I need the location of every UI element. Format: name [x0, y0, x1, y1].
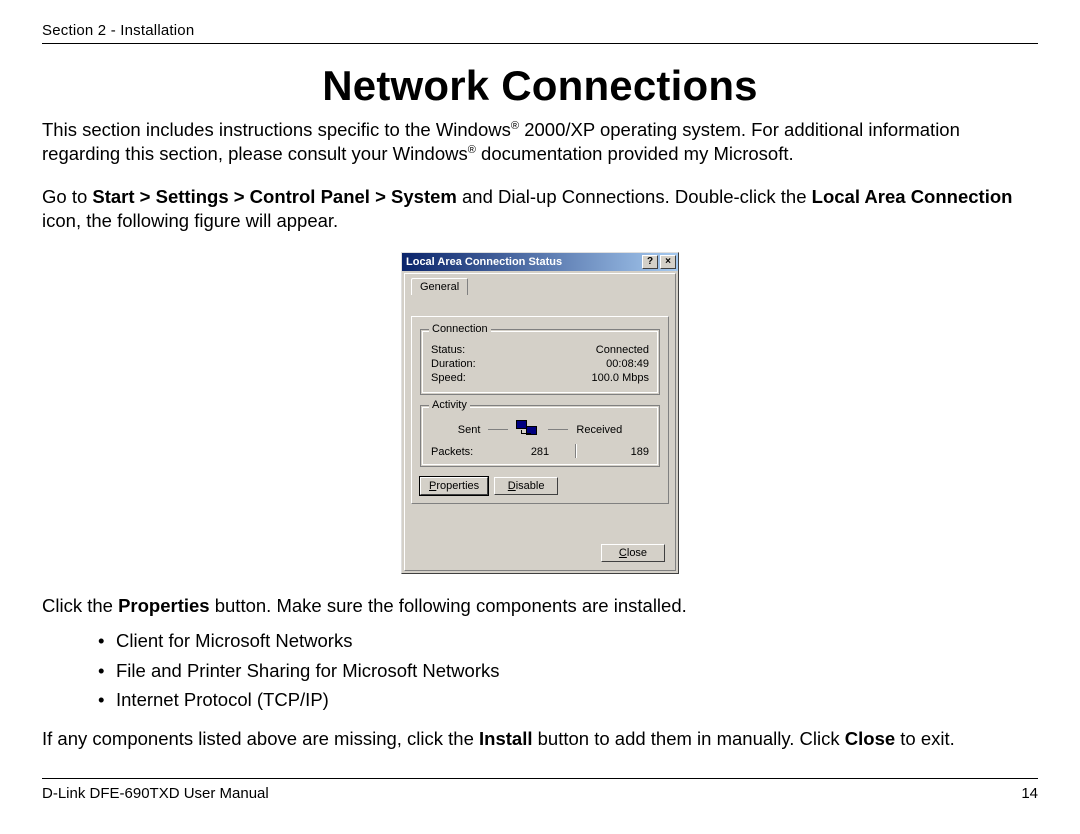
nav-path: Start > Settings > Control Panel > Syste… — [92, 186, 456, 207]
packets-row: Packets: 281 189 — [431, 446, 649, 458]
activity-group-label: Activity — [429, 399, 470, 411]
list-item: File and Printer Sharing for Microsoft N… — [116, 656, 1038, 686]
list-item: Internet Protocol (TCP/IP) — [116, 685, 1038, 715]
page-footer: D-Link DFE-690TXD User Manual 14 — [42, 778, 1038, 802]
close-button-rest: lose — [627, 547, 647, 559]
tab-general[interactable]: General — [411, 278, 468, 295]
registered-symbol: ® — [468, 144, 476, 156]
status-label: Status: — [431, 344, 465, 356]
packets-sent: 281 — [504, 446, 577, 458]
close-x-button[interactable]: × — [660, 255, 676, 269]
tab-panel-general: Connection Status: Connected Duration: 0… — [411, 316, 669, 504]
lan-connection-label: Local Area Connection — [812, 186, 1013, 207]
duration-label: Duration: — [431, 358, 476, 370]
footer-page-number: 14 — [1021, 785, 1038, 802]
activity-header: Sent Received — [431, 420, 649, 440]
footer-left: D-Link DFE-690TXD User Manual — [42, 785, 269, 802]
components-list: Client for Microsoft Networks File and P… — [42, 626, 1038, 715]
dialog-title: Local Area Connection Status — [406, 256, 640, 268]
intro-paragraph: This section includes instructions speci… — [42, 118, 1038, 167]
install-bold: Install — [479, 728, 532, 749]
disable-button-rest: isable — [516, 480, 545, 492]
packets-label: Packets: — [431, 446, 504, 458]
text: button. Make sure the following componen… — [210, 595, 687, 616]
duration-value: 00:08:49 — [606, 358, 649, 370]
text: to exit. — [895, 728, 955, 749]
text: button to add them in manually. Click — [533, 728, 845, 749]
received-label: Received — [576, 424, 622, 436]
connection-group: Connection Status: Connected Duration: 0… — [420, 329, 660, 395]
text: If any components listed above are missi… — [42, 728, 479, 749]
connection-group-label: Connection — [429, 323, 491, 335]
text: icon, the following figure will appear. — [42, 210, 338, 231]
network-icon — [516, 420, 540, 440]
packets-received: 189 — [576, 446, 649, 458]
speed-row: Speed: 100.0 Mbps — [431, 372, 649, 384]
properties-bold: Properties — [118, 595, 210, 616]
help-button[interactable]: ? — [642, 255, 658, 269]
dialog-body: General Connection Status: Connected Dur… — [404, 273, 676, 571]
text: Click the — [42, 595, 118, 616]
close-button[interactable]: Close — [601, 544, 665, 562]
activity-line-right — [548, 429, 568, 430]
lan-status-dialog: Local Area Connection Status ? × General… — [401, 252, 679, 574]
properties-button-rest: roperties — [436, 480, 479, 492]
text: This section includes instructions speci… — [42, 119, 511, 140]
text: Go to — [42, 186, 92, 207]
speed-label: Speed: — [431, 372, 466, 384]
section-header: Section 2 - Installation — [42, 22, 1038, 44]
speed-value: 100.0 Mbps — [592, 372, 649, 384]
disable-button[interactable]: Disable — [494, 477, 558, 495]
instruction-paragraph: Go to Start > Settings > Control Panel >… — [42, 185, 1038, 234]
properties-button[interactable]: Properties — [420, 477, 488, 495]
list-item: Client for Microsoft Networks — [116, 626, 1038, 656]
status-row: Status: Connected — [431, 344, 649, 356]
activity-group: Activity Sent Received Packets: — [420, 405, 660, 467]
dialog-button-row: Properties Disable — [420, 477, 660, 495]
closing-paragraph: If any components listed above are missi… — [42, 727, 1038, 751]
registered-symbol: ® — [511, 120, 519, 132]
page-title: Network Connections — [42, 62, 1038, 110]
tab-strip: General — [411, 278, 669, 298]
sent-label: Sent — [458, 424, 481, 436]
text: and Dial-up Connections. Double-click th… — [457, 186, 812, 207]
properties-paragraph: Click the Properties button. Make sure t… — [42, 594, 1038, 618]
close-bold: Close — [845, 728, 895, 749]
activity-line-left — [488, 429, 508, 430]
close-row: Close — [411, 544, 669, 562]
dialog-titlebar[interactable]: Local Area Connection Status ? × — [402, 253, 678, 271]
duration-row: Duration: 00:08:49 — [431, 358, 649, 370]
status-value: Connected — [596, 344, 649, 356]
text: documentation provided my Microsoft. — [476, 143, 794, 164]
